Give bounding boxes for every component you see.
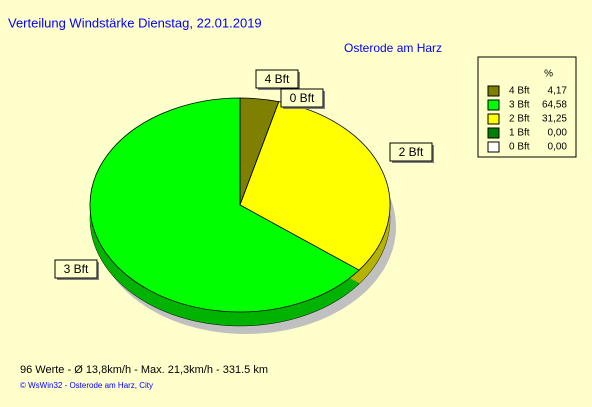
- legend-header: %: [544, 69, 553, 80]
- legend-value: 31,25: [542, 114, 567, 125]
- pie-slice: [239, 101, 391, 271]
- callout-label: 3 Bft: [64, 262, 89, 276]
- callout-box: [255, 69, 299, 89]
- legend-value: 64,58: [542, 100, 567, 111]
- legend-swatch: [487, 141, 500, 153]
- callout-box: [280, 88, 324, 108]
- footer: 96 Werte - Ø 13,8km/h - Max. 21,3km/h - …: [20, 364, 268, 376]
- chart-title: Verteilung Windstärke Dienstag, 22.01.20…: [8, 15, 262, 30]
- legend-value: 4,17: [548, 86, 568, 97]
- chart-subtitle: Osterode am Harz: [344, 41, 442, 55]
- callout-label: 2 Bft: [399, 145, 424, 159]
- callout-box: [54, 259, 98, 279]
- legend-label: 4 Bft: [509, 86, 530, 97]
- callout-label: 0 Bft: [290, 91, 315, 105]
- legend-value: 0,00: [548, 142, 568, 153]
- legend-swatch: [487, 127, 500, 139]
- legend-label: 3 Bft: [509, 100, 530, 111]
- callout-label: 4 Bft: [265, 72, 290, 86]
- legend-label: 0 Bft: [509, 142, 530, 153]
- pie-slice: [89, 97, 360, 313]
- legend-swatch: [487, 85, 500, 97]
- legend-label: 2 Bft: [509, 114, 530, 125]
- legend-swatch: [487, 99, 500, 111]
- legend-label: 1 Bft: [509, 128, 530, 139]
- legend-swatch: [487, 113, 500, 125]
- copyright: © WsWin32 - Osterode am Harz, City: [20, 381, 153, 390]
- callout-box: [389, 142, 433, 162]
- legend-value: 0,00: [548, 128, 568, 139]
